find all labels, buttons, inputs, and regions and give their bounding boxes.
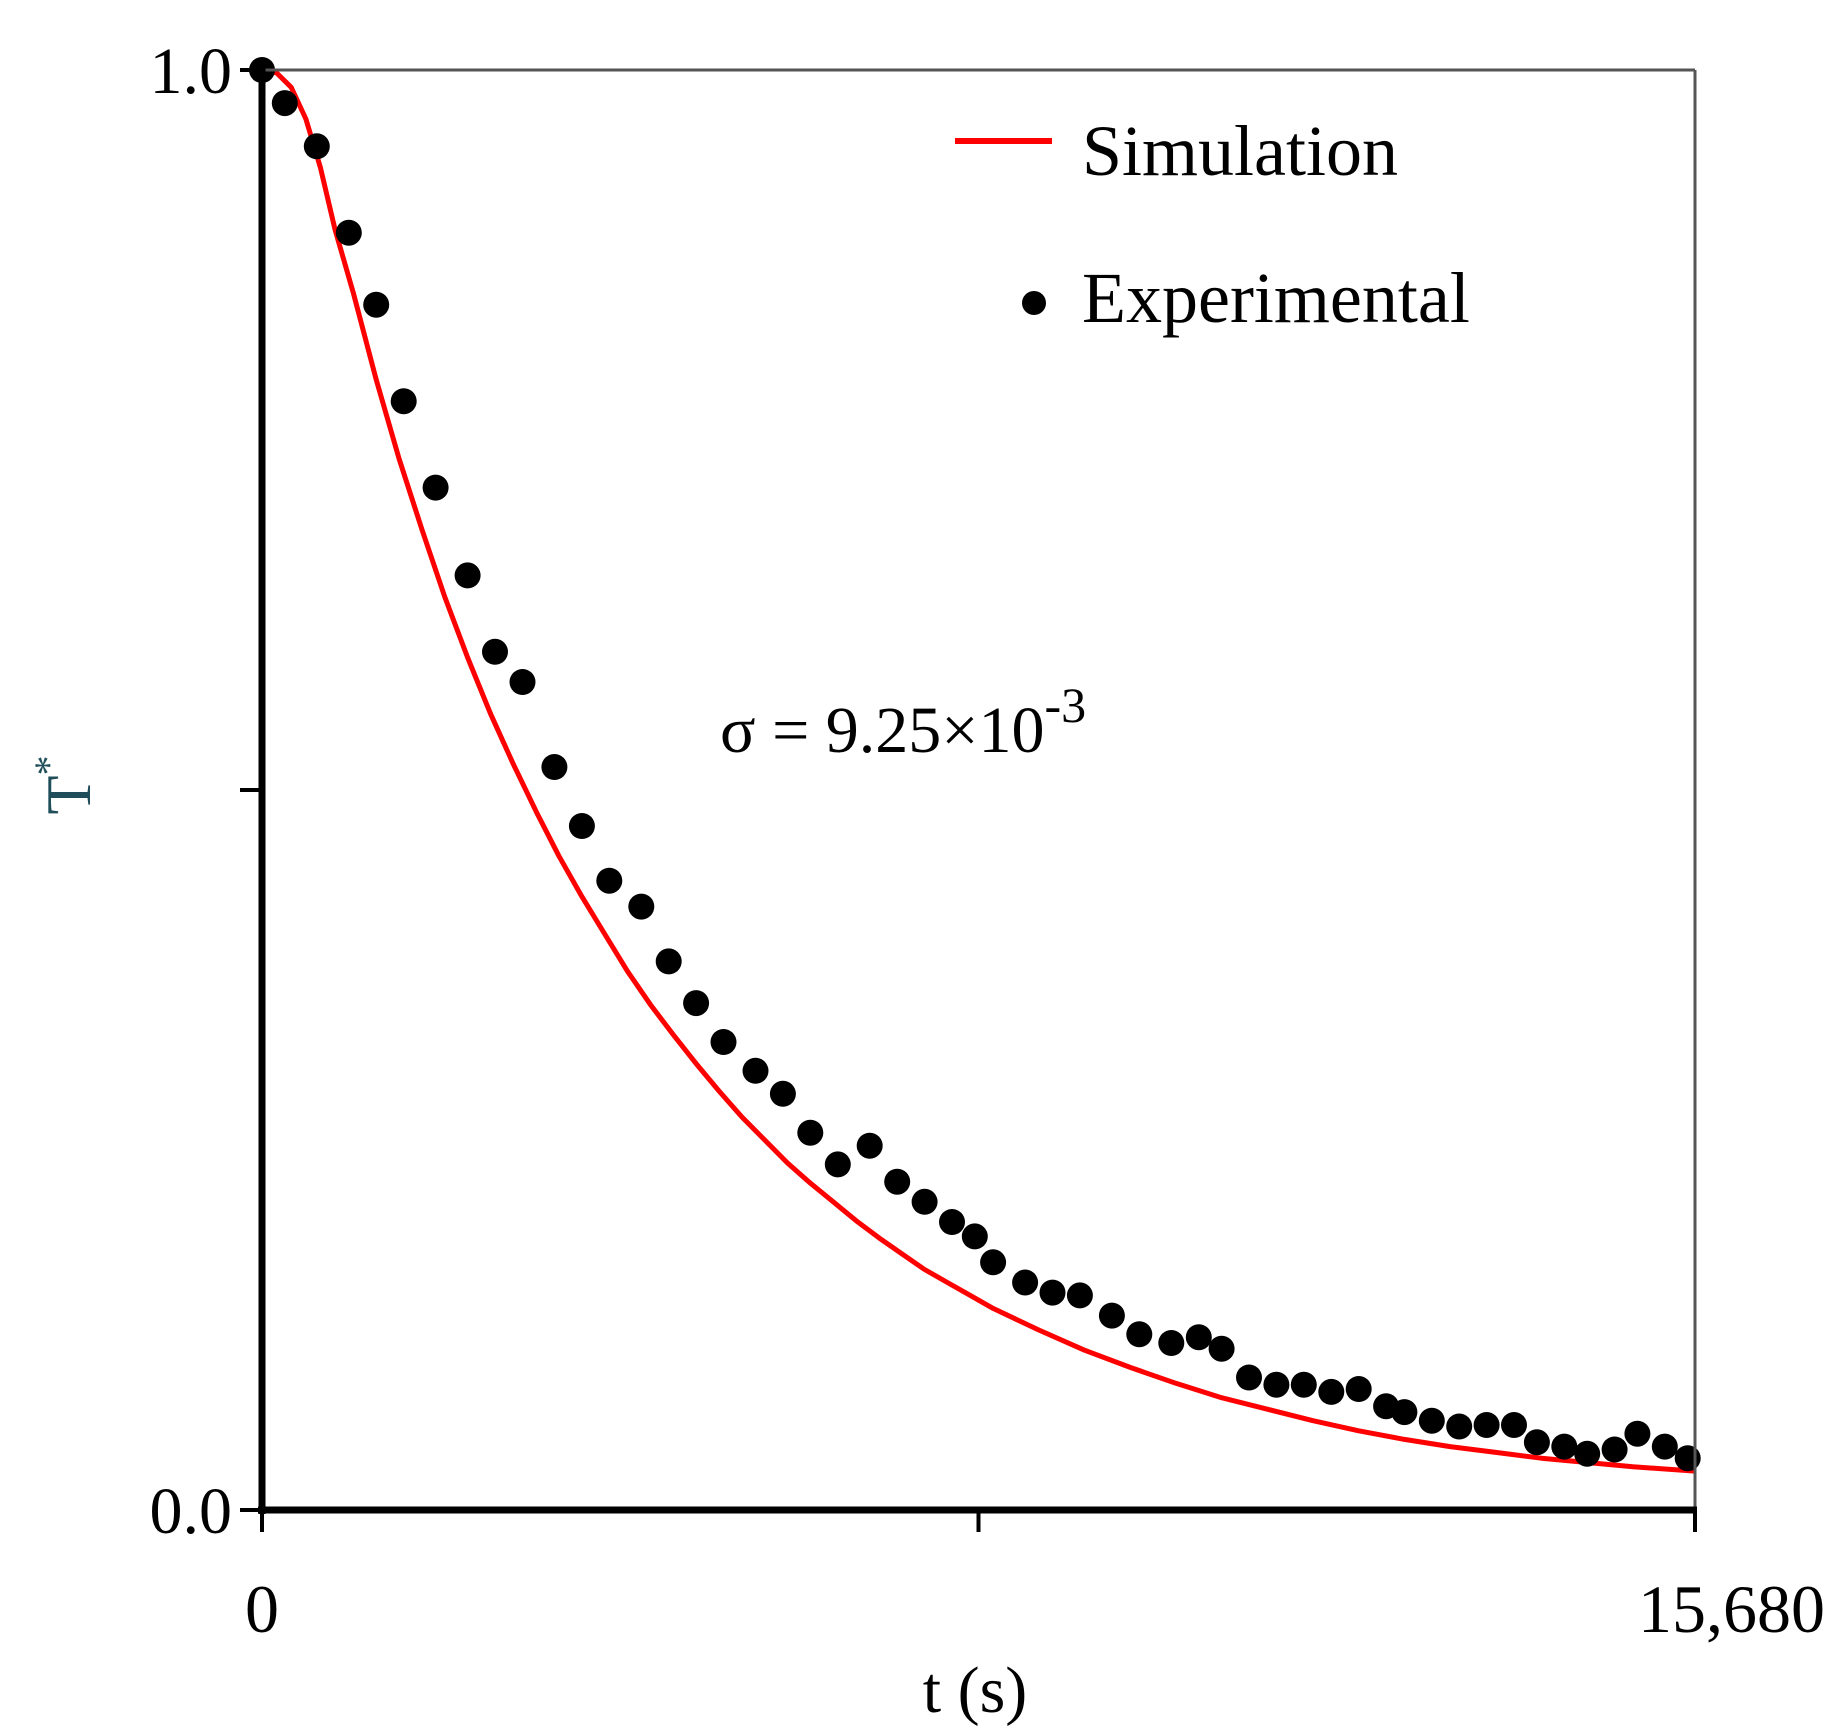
experimental-point <box>1318 1378 1345 1405</box>
legend: Simulation Experimental <box>955 111 1470 338</box>
experimental-point <box>1345 1376 1372 1402</box>
experimental-point <box>1263 1371 1290 1398</box>
sigma-annotation-text: σ = 9.25×10 <box>720 694 1045 767</box>
x-tick-label: 0 <box>245 1571 279 1647</box>
experimental-point <box>1290 1371 1317 1398</box>
experimental-point <box>1473 1412 1500 1438</box>
experimental-point <box>911 1188 938 1215</box>
experimental-point <box>1523 1429 1550 1456</box>
experimental-point <box>769 1080 796 1107</box>
experimental-point <box>363 291 390 318</box>
experimental-point <box>1185 1324 1212 1351</box>
experimental-point <box>1574 1440 1601 1467</box>
legend-experimental-marker <box>1022 291 1046 315</box>
experimental-point <box>390 388 417 415</box>
simulation-series-line <box>261 67 1696 1474</box>
y-tick-label: 0.0 <box>150 1475 233 1548</box>
sigma-annotation-exponent: -3 <box>1045 677 1087 733</box>
experimental-point <box>1501 1412 1527 1438</box>
experimental-point <box>1039 1279 1066 1306</box>
experimental-point <box>742 1057 769 1084</box>
experimental-point <box>568 813 595 839</box>
experimental-point <box>1066 1282 1093 1309</box>
experimental-point <box>856 1132 883 1159</box>
experimental-point <box>1126 1321 1153 1348</box>
experimental-point <box>482 638 508 665</box>
experimental-point <box>509 669 536 695</box>
experimental-point <box>1098 1302 1125 1329</box>
experimental-point <box>628 893 655 920</box>
experimental-point <box>824 1151 851 1178</box>
experimental-point <box>454 562 481 589</box>
sigma-annotation: σ = 9.25×10-3 <box>720 677 1086 767</box>
x-axis-label: t (s) <box>923 1654 1027 1727</box>
legend-experimental-label: Experimental <box>1082 258 1470 338</box>
experimental-point <box>422 474 449 501</box>
y-axis-label-text: T <box>33 775 104 814</box>
experimental-point <box>710 1029 737 1055</box>
experimental-point <box>1624 1420 1651 1447</box>
experimental-point <box>1158 1330 1185 1356</box>
experimental-point <box>1208 1335 1235 1362</box>
experimental-point <box>541 754 568 780</box>
experimental-point <box>596 867 623 894</box>
experimental-point <box>939 1209 965 1235</box>
experimental-point <box>683 990 710 1017</box>
experimental-point <box>1012 1269 1039 1296</box>
experimental-point <box>271 90 298 117</box>
plot-area <box>249 57 1701 1474</box>
axes: 0 15,680 0.0 1.0 <box>150 35 1826 1647</box>
experimental-point <box>797 1119 824 1146</box>
legend-simulation-label: Simulation <box>1082 111 1398 191</box>
experimental-point <box>980 1249 1007 1276</box>
experimental-point <box>655 948 682 975</box>
y-axis-label: T* <box>26 755 104 814</box>
experimental-point <box>1551 1433 1578 1460</box>
experimental-point <box>1674 1445 1701 1472</box>
experimental-point <box>1418 1407 1445 1434</box>
y-tick-label: 1.0 <box>150 35 233 108</box>
experimental-point <box>1651 1433 1678 1460</box>
experimental-point <box>335 219 362 246</box>
experimental-point <box>303 133 330 160</box>
experimental-point <box>961 1223 988 1250</box>
experimental-point <box>1391 1399 1418 1426</box>
y-axis-label-superscript: * <box>26 755 71 775</box>
experimental-point <box>1601 1436 1628 1463</box>
experimental-point <box>1236 1364 1262 1391</box>
experimental-point <box>884 1168 911 1195</box>
x-tick-label: 15,680 <box>1638 1571 1825 1647</box>
experimental-point <box>1446 1413 1473 1440</box>
